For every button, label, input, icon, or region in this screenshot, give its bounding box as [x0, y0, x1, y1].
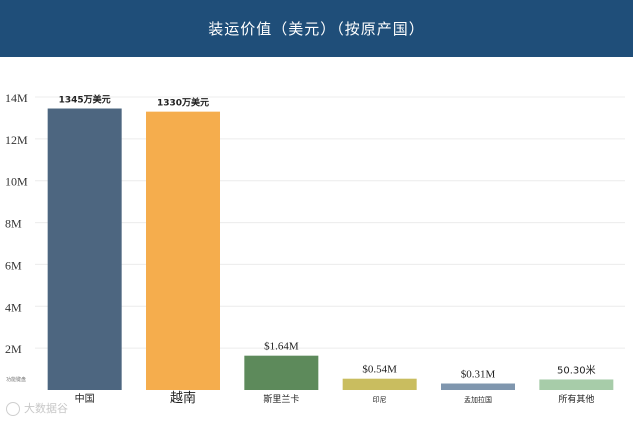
y-tick-label: 14M: [5, 91, 28, 105]
data-label: 1330万美元: [157, 97, 209, 109]
x-tick-label: 斯里兰卡: [263, 393, 299, 405]
y-tick-label: 8M: [5, 217, 22, 231]
bar: [244, 355, 319, 390]
data-label: 1345万美元: [59, 94, 111, 106]
bar: [47, 108, 122, 390]
chart-title: 装运价值（美元）（按原产国）: [208, 20, 425, 38]
watermark: 大数据谷: [6, 400, 68, 416]
y-axis-small-label: 功能键盘: [6, 376, 26, 383]
y-tick-label: 12M: [5, 133, 28, 147]
data-label: $1.64M: [264, 341, 299, 353]
watermark-text: 大数据谷: [24, 402, 68, 415]
data-label: $0.31M: [461, 369, 496, 381]
bar: [342, 378, 417, 390]
x-tick-label: 印尼: [373, 396, 387, 404]
data-label: 50.30米: [557, 363, 596, 376]
bar: [539, 379, 614, 390]
bar: [146, 111, 220, 391]
x-tick-label: 孟加拉国: [464, 395, 492, 404]
y-tick-label: 2M: [5, 342, 22, 356]
y-tick-label: 10M: [5, 175, 28, 189]
y-tick-label: 6M: [5, 258, 22, 272]
x-tick-label: 中国: [75, 392, 95, 405]
watermark-logo-icon: [6, 402, 20, 416]
bar: [441, 383, 515, 390]
x-tick-label: 越南: [170, 390, 196, 406]
y-tick-label: 4M: [5, 300, 22, 314]
chart-header: 装运价值（美元）（按原产国）: [0, 0, 633, 57]
x-tick-label: 所有其他: [558, 393, 594, 405]
data-label: $0.54M: [362, 364, 397, 376]
